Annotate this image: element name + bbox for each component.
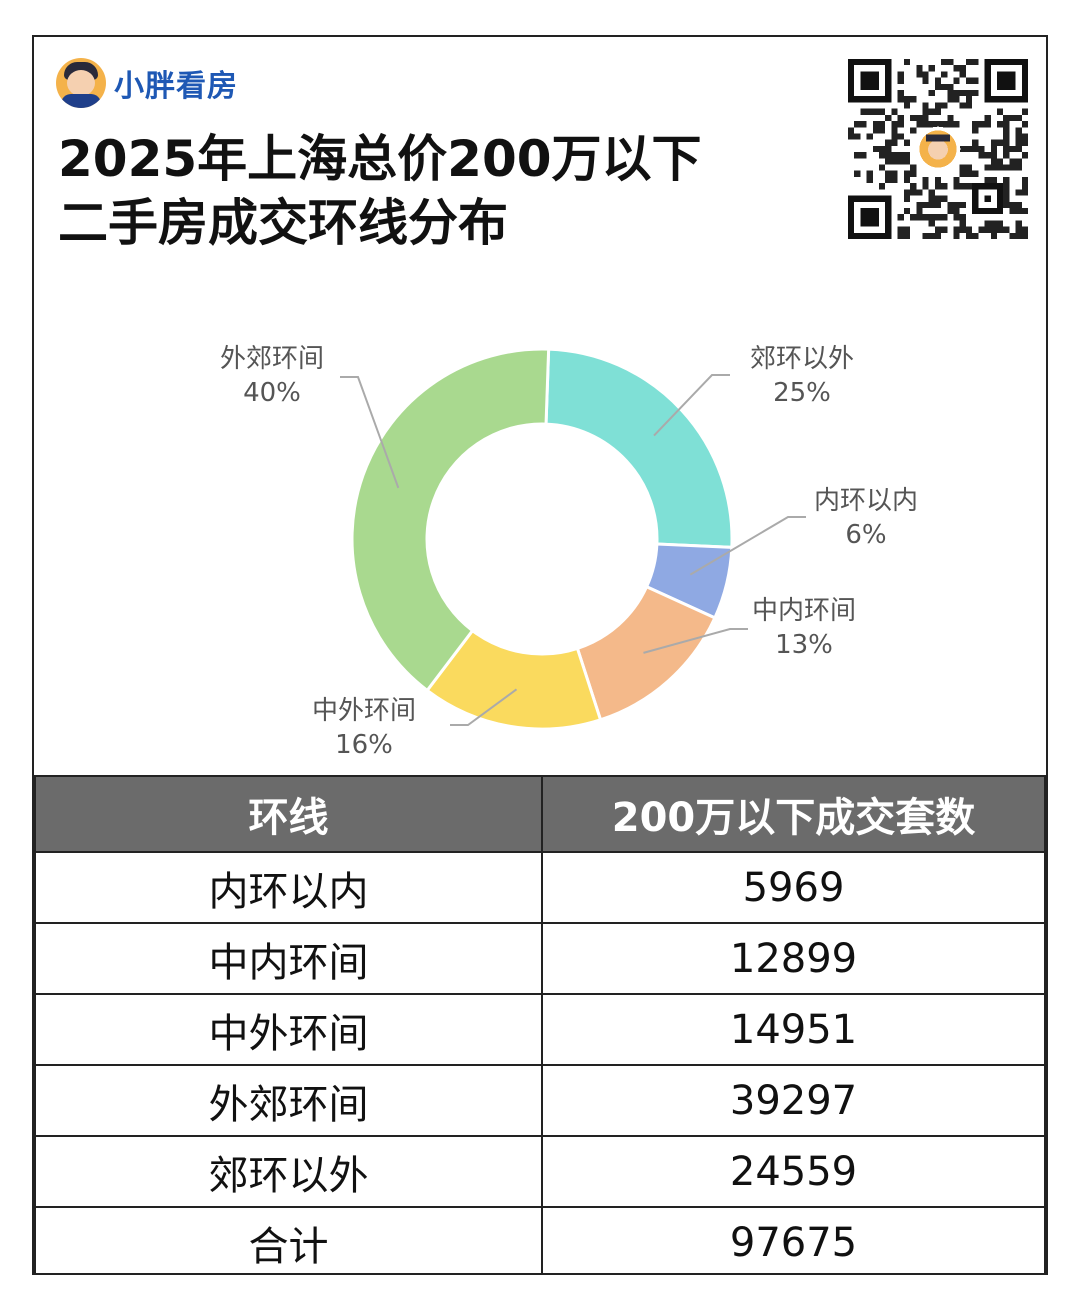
cell-ring: 中外环间 xyxy=(34,993,543,1066)
leader-line xyxy=(653,374,730,437)
slice-percent-label: 13% xyxy=(775,630,833,660)
cell-ring: 内环以内 xyxy=(34,851,543,924)
table-row: 中外环间 14951 xyxy=(34,993,1046,1066)
qr-code-icon xyxy=(848,59,1028,239)
avatar-cartoon-icon xyxy=(56,58,106,108)
page-title: 2025年上海总价200万以下 二手房成交环线分布 xyxy=(58,127,778,255)
cell-ring: 合计 xyxy=(34,1206,543,1273)
slice-label: 郊环以外 xyxy=(750,344,854,374)
brand: 小胖看房 xyxy=(56,57,238,109)
cell-ring: 外郊环间 xyxy=(34,1064,543,1137)
title-line-1: 2025年上海总价200万以下 xyxy=(58,130,702,188)
table-row: 中内环间 12899 xyxy=(34,922,1046,995)
slice-label: 中外环间 xyxy=(312,696,416,726)
leader-line xyxy=(340,376,400,489)
cell-count: 12899 xyxy=(541,922,1046,995)
cell-count: 97675 xyxy=(541,1206,1046,1273)
donut-chart: 郊环以外 25% 内环以内 6% 中内环间 13% 中外环间 16% 外郊环间 40% xyxy=(34,287,1046,775)
table-row: 郊环以外 24559 xyxy=(34,1135,1046,1208)
slice-label: 内环以内 xyxy=(814,486,918,516)
cell-count: 24559 xyxy=(541,1135,1046,1208)
cell-count: 5969 xyxy=(541,851,1046,924)
slice-label: 外郊环间 xyxy=(220,344,324,374)
header-count: 200万以下成交套数 xyxy=(541,775,1046,853)
slice-label: 中内环间 xyxy=(752,596,856,626)
slice-percent-label: 25% xyxy=(773,378,831,408)
cell-count: 14951 xyxy=(541,993,1046,1066)
leader-line xyxy=(450,688,518,726)
table-row-total: 合计 97675 xyxy=(34,1206,1046,1273)
header-ring: 环线 xyxy=(34,775,543,853)
table-row: 内环以内 5969 xyxy=(34,851,1046,924)
slice-percent-label: 40% xyxy=(243,378,301,408)
data-table: 环线 200万以下成交套数 内环以内 5969 中内环间 12899 中外环间 … xyxy=(34,775,1046,1273)
leader-line xyxy=(643,628,748,654)
donut-slice xyxy=(544,347,734,549)
donut-slice xyxy=(350,347,551,693)
cell-ring: 中内环间 xyxy=(34,922,543,995)
slice-percent-label: 6% xyxy=(845,520,886,550)
infographic-card: 小胖看房 2025年上海总价200万以下 二手房成交环线分布 郊环以外 25% 内环… xyxy=(32,35,1048,1275)
slice-percent-label: 16% xyxy=(335,730,393,760)
cell-count: 39297 xyxy=(541,1064,1046,1137)
brand-name: 小胖看房 xyxy=(114,69,238,104)
table-row: 外郊环间 39297 xyxy=(34,1064,1046,1137)
leader-line xyxy=(689,516,806,576)
title-line-2: 二手房成交环线分布 xyxy=(58,194,508,252)
table-header-row: 环线 200万以下成交套数 xyxy=(34,775,1046,853)
cell-ring: 郊环以外 xyxy=(34,1135,543,1208)
